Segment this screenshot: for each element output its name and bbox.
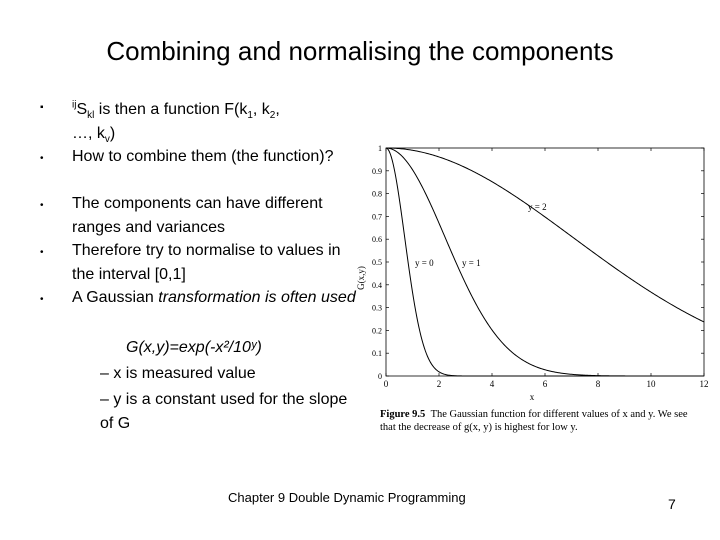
x-tick-label: 2 [437, 379, 442, 389]
y-tick-label: 0.7 [372, 212, 382, 221]
plot-frame [385, 147, 705, 377]
y-tick-label: 0.2 [372, 326, 382, 335]
y-tick-label: 0.3 [372, 304, 382, 313]
y-tick-label: 0 [378, 372, 382, 381]
s-symbol: S [76, 101, 88, 118]
bullet-2-text: How to combine them (the function)? [72, 148, 334, 165]
bullet-1-text: is then a function F(k [94, 101, 248, 118]
y-tick-label: 0.6 [372, 235, 382, 244]
x-tick-label: 6 [543, 379, 548, 389]
curve-label-y1: y = 1 [462, 258, 481, 268]
bullet-5-text-b: transformation is often used [158, 289, 356, 306]
bullet-dot-icon: ▪ [40, 102, 44, 113]
ij-superscript: ij [72, 99, 77, 111]
series-line-y2 [386, 147, 705, 323]
y-tick-label: 0.8 [372, 190, 382, 199]
figure-caption: Figure 9.5 The Gaussian function for dif… [380, 408, 690, 434]
sub-bullet-1: – x is measured value [100, 365, 256, 382]
x-tick-label: 12 [700, 379, 709, 389]
sub-bullet-2: – y is a constant used for the slope of … [100, 391, 348, 432]
bullet-dot-icon: • [40, 153, 44, 164]
y-tick-label: 0.9 [372, 167, 382, 176]
y-tick-label: 0.1 [372, 349, 382, 358]
slide-title: Combining and normalising the components [106, 36, 614, 66]
y-tick-label: 0.4 [372, 281, 382, 290]
bullet-1-rest: …, k [72, 124, 105, 142]
curve-label-y0: y = 0 [415, 258, 434, 268]
bullet-dot-icon: • [40, 294, 44, 305]
y-tick-label: 0.5 [372, 258, 382, 267]
chart-curves [385, 147, 705, 377]
bullet-dot-icon: • [40, 200, 44, 211]
x-tick-label: 0 [384, 379, 389, 389]
gaussian-formula: G(x,y)=exp(-x²/10ʸ) [126, 339, 262, 356]
x-axis-label: x [530, 392, 535, 402]
bullet-3-text: The components can have different ranges… [72, 195, 323, 236]
curve-label-y2: y = 2 [528, 202, 547, 212]
gaussian-chart: 0 2 4 6 8 10 12 0 0.1 0.2 0.3 0.4 0.5 0.6 0.7 0.8 0.9 1 G… [356, 144, 709, 402]
slide-footer: Chapter 9 Double Dynamic Programming [228, 490, 466, 505]
x-tick-label: 4 [490, 379, 495, 389]
series-line-y1 [385, 147, 704, 377]
x-tick-label: 10 [647, 379, 657, 389]
series-line-y0 [385, 147, 704, 377]
x-tick-label: 8 [596, 379, 601, 389]
bullet-5-text-a: A Gaussian [72, 289, 159, 306]
bullet-4-text: Therefore try to normalise to values in … [72, 242, 341, 283]
y-axis-label: G(x,y) [356, 266, 366, 290]
y-tick-label: 1 [378, 144, 382, 153]
bullet-dot-icon: • [40, 247, 44, 258]
figure-label: Figure 9.5 [380, 409, 426, 420]
page-number: 7 [668, 496, 676, 512]
caption-text: The Gaussian function for different valu… [380, 409, 688, 433]
kl-subscript: kl [87, 110, 95, 122]
